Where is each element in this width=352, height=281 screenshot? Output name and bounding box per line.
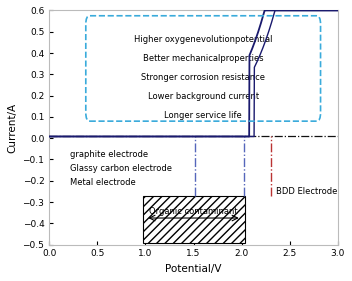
Text: Organic contaminant: Organic contaminant: [149, 207, 238, 216]
Text: Metal electrode: Metal electrode: [70, 178, 136, 187]
Text: Lower background current: Lower background current: [147, 92, 259, 101]
Text: graphite electrode: graphite electrode: [70, 150, 149, 159]
X-axis label: Potential/V: Potential/V: [165, 264, 222, 274]
Text: Glassy carbon electrode: Glassy carbon electrode: [70, 164, 172, 173]
Text: Better mechanicalproperties: Better mechanicalproperties: [143, 54, 264, 63]
Text: Higher oxygenevolutionpotential: Higher oxygenevolutionpotential: [134, 35, 272, 44]
Y-axis label: Current/A: Current/A: [7, 103, 17, 153]
Text: BDD Electrode: BDD Electrode: [276, 187, 338, 196]
Text: Longer service life: Longer service life: [164, 110, 242, 119]
Text: Stronger corrosion resistance: Stronger corrosion resistance: [141, 73, 265, 82]
Bar: [143, 196, 245, 243]
